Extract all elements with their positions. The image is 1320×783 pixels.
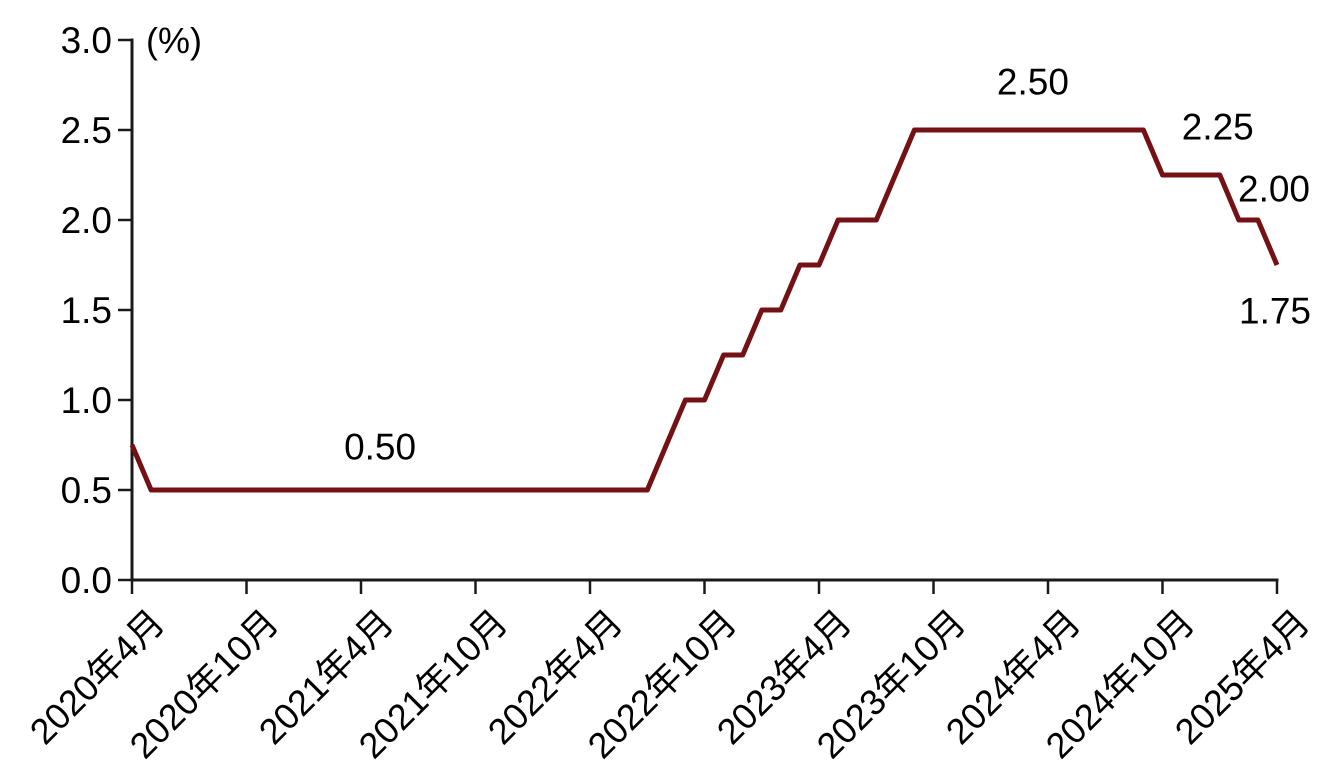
y-tick-label: 2.5 (60, 109, 112, 151)
y-tick-label: 2.0 (60, 199, 112, 241)
data-label: 2.00 (1237, 168, 1311, 210)
axes (118, 38, 1279, 594)
y-tick-label: 1.5 (60, 289, 112, 331)
data-label: 2.25 (1181, 106, 1254, 148)
data-label: 2.50 (996, 61, 1069, 103)
data-label: 0.50 (344, 426, 417, 468)
y-axis-unit-label: (%) (146, 20, 202, 61)
y-tick-label: 0.5 (60, 469, 112, 511)
rate-line (129, 127, 1280, 493)
y-tick-label: 0.0 (60, 559, 112, 601)
data-label: 1.75 (1238, 290, 1312, 332)
y-tick-label: 3.0 (60, 19, 112, 61)
rate-line-path (129, 127, 1280, 493)
y-tick-label: 1.0 (60, 379, 112, 421)
